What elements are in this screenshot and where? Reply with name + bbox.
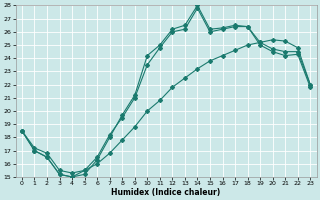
X-axis label: Humidex (Indice chaleur): Humidex (Indice chaleur) bbox=[111, 188, 221, 197]
